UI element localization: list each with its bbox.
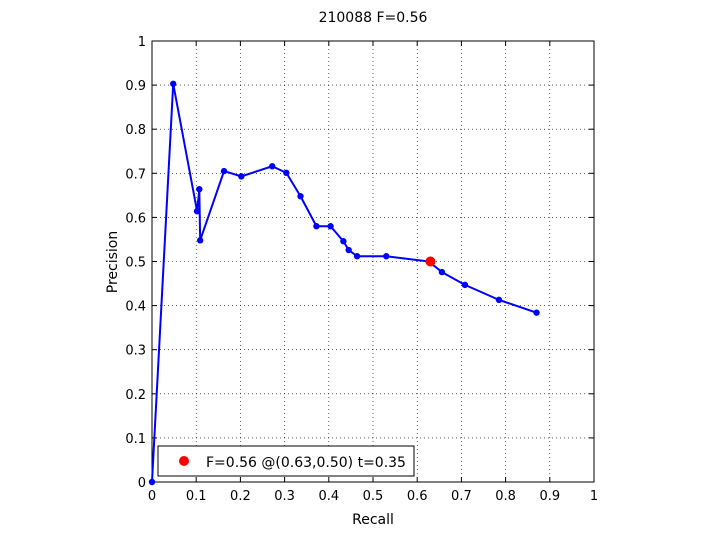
data-point: [345, 246, 352, 254]
x-tick-label: 0.2: [230, 489, 251, 504]
legend: F=0.56 @(0.63,0.50) t=0.35: [157, 445, 415, 477]
x-tick-label: 0.7: [451, 489, 472, 504]
data-point: [438, 268, 446, 276]
y-tick-label: 0.5: [125, 256, 146, 271]
y-tick-label: 0: [138, 476, 146, 491]
x-tick-label: 0.4: [318, 489, 339, 504]
x-tick-label: 0.3: [274, 489, 295, 504]
legend-box: [157, 445, 415, 477]
x-tick-label: 1: [590, 489, 598, 504]
y-tick-label: 1: [138, 35, 146, 50]
y-tick-label: 0.9: [125, 79, 146, 94]
data-point: [383, 253, 390, 260]
legend-marker: [179, 456, 189, 466]
data-point: [327, 223, 334, 230]
x-tick-label: 0.9: [539, 489, 560, 504]
x-tick-labels: 0 0.1 0.2 0.3 0.4 0.5 0.6 0.7 0.8 0.9 1: [148, 489, 598, 504]
x-tick-label: 0.8: [495, 489, 516, 504]
data-point: [196, 237, 204, 244]
x-tick-label: 0.1: [186, 489, 207, 504]
y-tick-label: 0.1: [125, 432, 146, 447]
legend-label: F=0.56 @(0.63,0.50) t=0.35: [206, 455, 406, 471]
y-tick-label: 0.4: [125, 300, 146, 315]
y-axis-label: Precision: [105, 231, 121, 293]
data-point: [353, 253, 361, 260]
series-layer: [148, 80, 540, 486]
data-point: [313, 223, 320, 230]
y-tick-label: 0.7: [125, 167, 146, 182]
best-f-point: [425, 256, 436, 267]
data-point: [283, 169, 290, 177]
data-point: [148, 478, 156, 486]
grid-lines: [152, 41, 594, 482]
x-axis-label: Recall: [352, 512, 394, 528]
highlight-layer: [425, 256, 436, 267]
x-tick-label: 0.5: [363, 489, 384, 504]
chart-title: 210088 F=0.56: [319, 10, 428, 26]
data-point: [297, 193, 304, 200]
data-point: [340, 238, 347, 245]
data-point: [269, 163, 276, 170]
y-tick-label: 0.8: [125, 123, 146, 138]
data-point: [461, 281, 469, 289]
y-tick-label: 0.6: [125, 211, 146, 226]
y-tick-label: 0.3: [125, 344, 146, 359]
data-point: [193, 208, 201, 215]
data-point: [533, 309, 540, 316]
data-point: [170, 80, 177, 87]
data-point: [495, 296, 503, 304]
data-point: [220, 167, 228, 175]
x-tick-label: 0.6: [407, 489, 428, 504]
data-point: [196, 185, 203, 193]
data-point: [238, 173, 245, 180]
y-tick-label: 0.2: [125, 388, 146, 403]
y-tick-labels: 0 0.1 0.2 0.3 0.4 0.5 0.6 0.7 0.8 0.9 1: [125, 35, 146, 491]
x-tick-label: 0: [148, 489, 156, 504]
